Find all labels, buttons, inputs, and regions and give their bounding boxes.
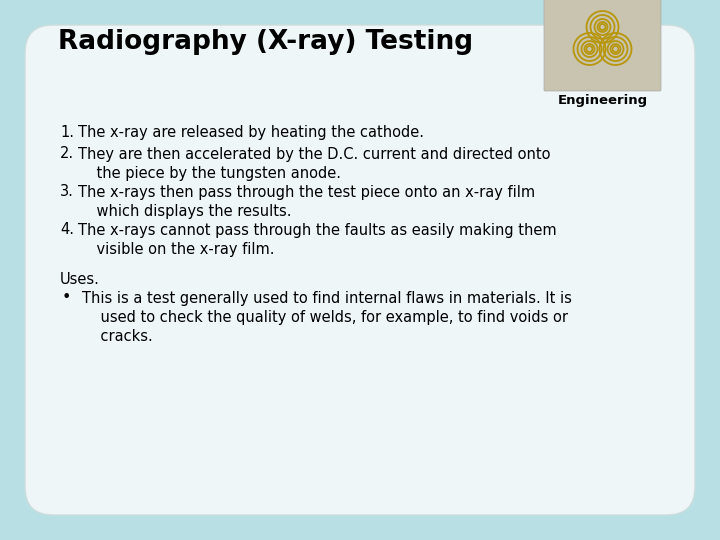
Text: Radiography (X-ray) Testing: Radiography (X-ray) Testing [58,29,473,55]
Text: 2.: 2. [60,146,74,161]
Text: 1.: 1. [60,125,74,140]
Text: •: • [62,291,71,306]
FancyBboxPatch shape [25,25,695,515]
Text: 4.: 4. [60,222,74,238]
Text: The x-rays cannot pass through the faults as easily making them
    visible on t: The x-rays cannot pass through the fault… [78,222,557,256]
Text: The x-rays then pass through the test piece onto an x-ray film
    which display: The x-rays then pass through the test pi… [78,185,535,219]
Text: They are then accelerated by the D.C. current and directed onto
    the piece by: They are then accelerated by the D.C. cu… [78,146,551,181]
Text: Uses.: Uses. [60,273,100,287]
Text: The x-ray are released by heating the cathode.: The x-ray are released by heating the ca… [78,125,424,140]
Text: This is a test generally used to find internal flaws in materials. It is
    use: This is a test generally used to find in… [82,291,572,344]
Text: 3.: 3. [60,185,74,199]
Text: Engineering: Engineering [557,94,647,107]
FancyBboxPatch shape [544,0,661,91]
